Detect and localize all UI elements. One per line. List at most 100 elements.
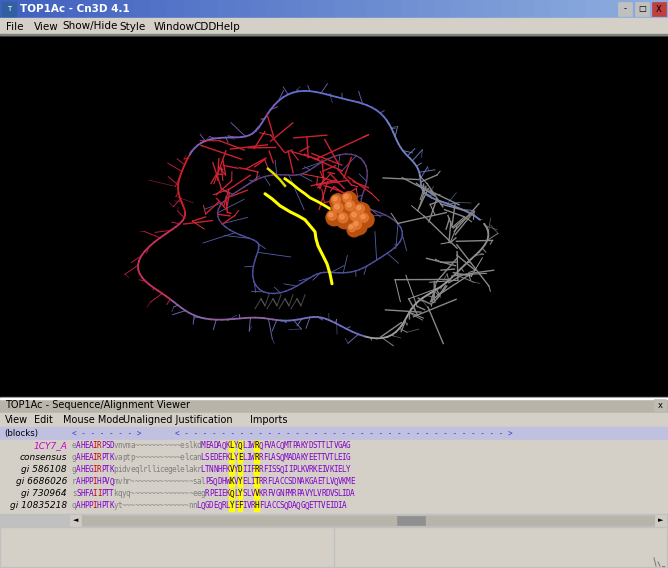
Text: Y: Y <box>234 441 238 450</box>
Text: T: T <box>317 502 321 511</box>
Bar <box>0 452 668 464</box>
Text: ~: ~ <box>151 453 156 462</box>
Text: L: L <box>246 478 251 487</box>
Text: ~: ~ <box>159 441 164 450</box>
Bar <box>0 398 668 413</box>
Text: I: I <box>93 453 98 462</box>
Text: Q: Q <box>305 502 309 511</box>
Text: ~: ~ <box>138 441 143 450</box>
Text: R: R <box>97 466 102 474</box>
Text: V: V <box>305 466 309 474</box>
Text: ~: ~ <box>155 478 160 487</box>
Bar <box>351 0 368 18</box>
Text: View: View <box>5 415 28 425</box>
Text: P: P <box>205 478 210 487</box>
Text: g: g <box>200 490 205 499</box>
Text: D: D <box>238 466 242 474</box>
Text: F: F <box>221 466 226 474</box>
Bar <box>451 0 468 18</box>
Bar <box>200 0 218 18</box>
Text: < - - - - - - >: < - - - - - - > <box>72 429 142 438</box>
Text: ~: ~ <box>172 490 176 499</box>
Text: k: k <box>114 490 118 499</box>
Text: K: K <box>313 466 317 474</box>
Text: l: l <box>200 478 205 487</box>
Text: m: m <box>114 478 118 487</box>
Circle shape <box>347 223 361 237</box>
Text: Q: Q <box>259 441 263 450</box>
Text: K: K <box>110 502 114 511</box>
Text: I: I <box>217 490 222 499</box>
Text: p: p <box>130 453 135 462</box>
Text: s: s <box>72 490 77 499</box>
Bar <box>255 441 259 451</box>
Text: L: L <box>342 466 347 474</box>
Bar <box>0 500 668 512</box>
Text: X: X <box>656 5 662 14</box>
Text: l: l <box>176 466 180 474</box>
Text: q: q <box>118 490 122 499</box>
Text: ~: ~ <box>172 441 176 450</box>
Text: Q: Q <box>110 478 114 487</box>
Bar <box>238 465 242 475</box>
Text: L: L <box>325 441 330 450</box>
Bar <box>654 399 666 411</box>
Text: < - - - - - - - - - - - - - - - - - - - - - - - - - - - - - - - - - - - >: < - - - - - - - - - - - - - - - - - - - … <box>175 429 512 438</box>
Text: C: C <box>275 441 280 450</box>
Circle shape <box>348 224 356 232</box>
Bar <box>238 501 242 511</box>
Text: ~: ~ <box>176 478 180 487</box>
Circle shape <box>341 192 357 208</box>
Text: L: L <box>246 490 251 499</box>
Text: r: r <box>196 466 201 474</box>
Text: R: R <box>263 478 267 487</box>
Text: F: F <box>84 490 89 499</box>
Text: L: L <box>267 453 272 462</box>
Text: T: T <box>321 478 325 487</box>
Text: ~: ~ <box>168 453 172 462</box>
Text: V: V <box>337 478 342 487</box>
Bar <box>255 489 259 499</box>
Bar <box>82 516 654 525</box>
Text: S: S <box>209 478 214 487</box>
Text: D: D <box>288 502 293 511</box>
Text: ~: ~ <box>184 502 188 511</box>
Text: A: A <box>209 441 214 450</box>
Text: R: R <box>221 502 226 511</box>
Text: S: S <box>205 453 210 462</box>
Bar <box>250 0 268 18</box>
Text: H: H <box>80 466 85 474</box>
Text: a: a <box>196 478 201 487</box>
Text: g: g <box>168 466 172 474</box>
Bar <box>50 0 67 18</box>
Circle shape <box>353 220 361 229</box>
Text: ~: ~ <box>138 478 143 487</box>
Text: T: T <box>105 490 110 499</box>
Text: s: s <box>184 441 188 450</box>
Text: ~: ~ <box>163 502 168 511</box>
Text: ~: ~ <box>142 478 147 487</box>
Text: H: H <box>80 502 85 511</box>
Text: K: K <box>259 490 263 499</box>
Text: L: L <box>337 490 342 499</box>
Text: A: A <box>300 490 305 499</box>
Text: V: V <box>317 490 321 499</box>
Text: e: e <box>180 453 184 462</box>
Text: gi 10835218: gi 10835218 <box>10 502 67 511</box>
Text: I: I <box>284 466 289 474</box>
Bar <box>167 0 184 18</box>
Text: M: M <box>288 490 293 499</box>
Text: ~: ~ <box>155 502 160 511</box>
Text: I: I <box>246 453 251 462</box>
Text: E: E <box>205 441 210 450</box>
Text: g: g <box>72 466 77 474</box>
Text: Imports: Imports <box>250 415 288 425</box>
Text: ~: ~ <box>176 490 180 499</box>
Text: TOP1Ac - Sequence/Alignment Viewer: TOP1Ac - Sequence/Alignment Viewer <box>5 400 190 411</box>
Text: P: P <box>101 453 106 462</box>
Text: ~: ~ <box>130 478 135 487</box>
Circle shape <box>358 212 374 228</box>
Text: s: s <box>192 478 197 487</box>
Text: N: N <box>296 478 301 487</box>
Text: ~: ~ <box>188 490 193 499</box>
